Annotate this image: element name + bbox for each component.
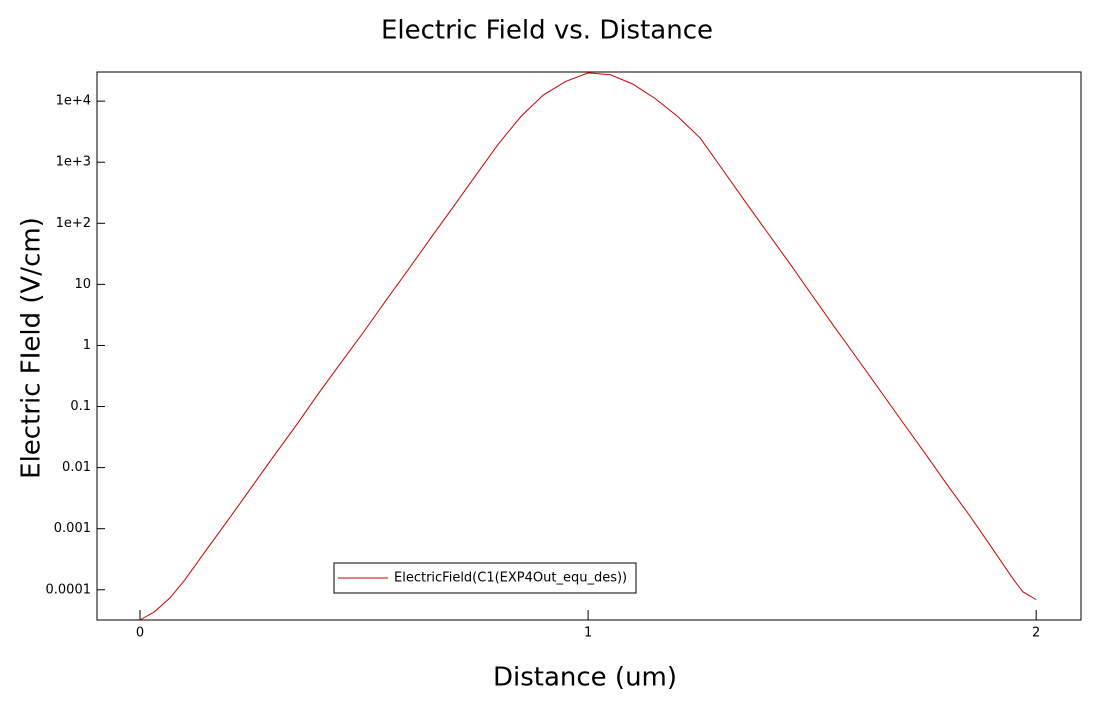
x-tick-label: 1 xyxy=(584,626,592,641)
y-tick-label: 0.001 xyxy=(54,521,91,536)
legend-label: ElectricField(C1(EXP4Out_equ_des)) xyxy=(394,571,627,586)
plot-frame xyxy=(96,71,1082,621)
y-tick-label: 0.1 xyxy=(70,399,91,414)
x-tick-label: 0 xyxy=(136,626,144,641)
chart-title: Electric Field vs. Distance xyxy=(381,16,713,46)
y-tick-label: 0.0001 xyxy=(46,582,92,597)
y-tick-label: 1e+3 xyxy=(56,155,91,170)
x-axis-label: Distance (um) xyxy=(493,663,677,693)
y-tick-label: 10 xyxy=(74,277,91,292)
y-tick-label: 0.01 xyxy=(62,460,91,475)
y-tick-label: 1e+2 xyxy=(56,216,91,231)
data-line xyxy=(139,72,1037,621)
x-tick-label: 2 xyxy=(1032,626,1040,641)
y-axis-label: Electric FIeld (V/cm) xyxy=(17,217,47,479)
y-tick-label: 1e+4 xyxy=(56,94,91,109)
y-tick-label: 1 xyxy=(83,338,91,353)
